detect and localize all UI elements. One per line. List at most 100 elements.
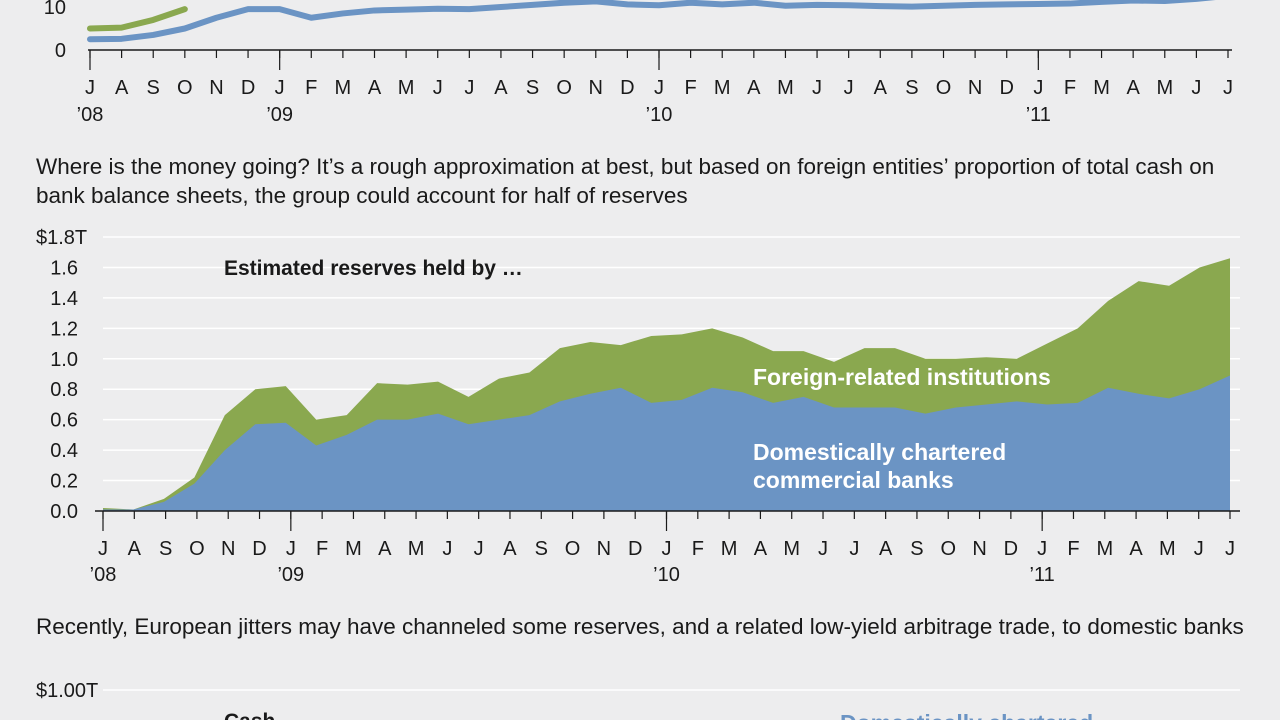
- top-x-tick-label: J: [812, 77, 822, 99]
- y-tick-label: 0.2: [50, 471, 78, 493]
- x-tick-label: M: [721, 538, 738, 560]
- top-x-tick-label: D: [999, 77, 1013, 99]
- reserves-area-plot: 0.00.20.40.60.81.01.21.41.6$1.8TJ A S O N D J F…: [36, 227, 1240, 586]
- top-x-tick-label: F: [1064, 77, 1076, 99]
- x-tick-label: S: [535, 538, 548, 560]
- x-tick-label: M: [1159, 538, 1176, 560]
- x-tick-label: J: [1225, 538, 1235, 560]
- y-tick-label: 0.4: [50, 440, 78, 462]
- top-x-tick-label: J: [1191, 77, 1201, 99]
- reserves-caption: Where is the money going? It’s a rough a…: [36, 154, 1215, 208]
- top-x-tick-label: A: [494, 77, 508, 99]
- x-tick-label: D: [628, 538, 642, 560]
- x-tick-label: O: [940, 538, 956, 560]
- top-x-tick-label: S: [526, 77, 539, 99]
- x-tick-label: F: [692, 538, 704, 560]
- x-tick-label: D: [1004, 538, 1018, 560]
- top-x-tick-label: O: [936, 77, 952, 99]
- top-x-tick-label: A: [368, 77, 382, 99]
- top-x-tick-label: M: [1093, 77, 1110, 99]
- x-tick-label: F: [316, 538, 328, 560]
- top-x-tick-label: J: [844, 77, 854, 99]
- x-tick-label: M: [1096, 538, 1113, 560]
- x-tick-label: J: [474, 538, 484, 560]
- bottom-cash-label: Cash: [224, 710, 275, 720]
- top-year-label: ’10: [646, 104, 673, 126]
- x-tick-label: D: [252, 538, 266, 560]
- x-tick-label: J: [286, 538, 296, 560]
- x-tick-label: A: [754, 538, 768, 560]
- domestic-banks-label: Domestically chartered: [753, 439, 1006, 465]
- x-tick-label: A: [378, 538, 392, 560]
- top-x-tick-label: J: [1033, 77, 1043, 99]
- top-x-tick-label: F: [685, 77, 697, 99]
- x-tick-label: J: [849, 538, 859, 560]
- top-x-tick-label: S: [147, 77, 160, 99]
- top-x-tick-label: M: [335, 77, 352, 99]
- x-tick-label: M: [783, 538, 800, 560]
- x-tick-label: J: [1194, 538, 1204, 560]
- y-tick-label: $1.8T: [36, 227, 87, 249]
- year-label: ’09: [277, 564, 304, 586]
- top-x-tick-label: M: [777, 77, 794, 99]
- y-tick-label: 1.0: [50, 349, 78, 371]
- top-x-tick-label: N: [589, 77, 603, 99]
- x-tick-label: J: [662, 538, 672, 560]
- x-tick-label: S: [159, 538, 172, 560]
- year-label: ’08: [90, 564, 117, 586]
- bottom-y-top-label: $1.00T: [36, 680, 98, 702]
- top-x-tick-label: J: [464, 77, 474, 99]
- top-x-tick-label: J: [433, 77, 443, 99]
- year-label: ’11: [1030, 564, 1055, 586]
- top-x-tick-label: A: [874, 77, 888, 99]
- y-tick-label: 1.2: [50, 318, 78, 340]
- foreign-related-label: Foreign-related institutions: [753, 364, 1051, 390]
- top-x-tick-label: N: [968, 77, 982, 99]
- top-x-tick-label: A: [115, 77, 129, 99]
- top-x-tick-label: S: [905, 77, 918, 99]
- x-tick-label: N: [972, 538, 986, 560]
- top-x-tick-label: O: [556, 77, 572, 99]
- y-tick-label: 1.4: [50, 288, 78, 310]
- year-label: ’10: [653, 564, 680, 586]
- top-year-label: ’11: [1026, 104, 1051, 126]
- top-x-tick-label: A: [1126, 77, 1140, 99]
- x-tick-label: M: [345, 538, 362, 560]
- x-tick-label: J: [1037, 538, 1047, 560]
- y-tick-label: 0.0: [50, 501, 78, 523]
- top-x-tick-label: M: [714, 77, 731, 99]
- y-tick-label: 0.6: [50, 410, 78, 432]
- top-x-tick-label: J: [275, 77, 285, 99]
- bottom-chart-plot: $1.00T Cash Domestically chartered: [36, 680, 1240, 720]
- y-tick-label: 1.6: [50, 257, 78, 279]
- top-x-tick-label: J: [654, 77, 664, 99]
- top-line-series-blue: [87, 0, 1216, 43]
- x-tick-label: N: [221, 538, 235, 560]
- top-x-tick-label: M: [398, 77, 415, 99]
- y-tick-label: 0.8: [50, 379, 78, 401]
- x-tick-label: S: [910, 538, 923, 560]
- x-tick-label: J: [442, 538, 452, 560]
- x-tick-label: A: [1129, 538, 1143, 560]
- x-tick-label: A: [503, 538, 517, 560]
- top-x-tick-label: N: [209, 77, 223, 99]
- x-tick-label: A: [879, 538, 893, 560]
- x-tick-label: F: [1067, 538, 1079, 560]
- reserves-chart-title: Estimated reserves held by …: [224, 257, 523, 280]
- domestic-banks-area: [103, 375, 1230, 511]
- x-tick-label: A: [128, 538, 142, 560]
- top-year-label: ’09: [266, 104, 293, 126]
- x-tick-label: J: [98, 538, 108, 560]
- top-x-tick-label: J: [1223, 77, 1233, 99]
- top-year-label: ’08: [77, 104, 104, 126]
- x-tick-label: O: [565, 538, 581, 560]
- top-x-tick-label: J: [85, 77, 95, 99]
- top-x-tick-label: F: [305, 77, 317, 99]
- x-tick-label: O: [189, 538, 205, 560]
- domestic-banks-label: commercial banks: [753, 467, 954, 493]
- top-y-tick-label: 0: [55, 40, 66, 62]
